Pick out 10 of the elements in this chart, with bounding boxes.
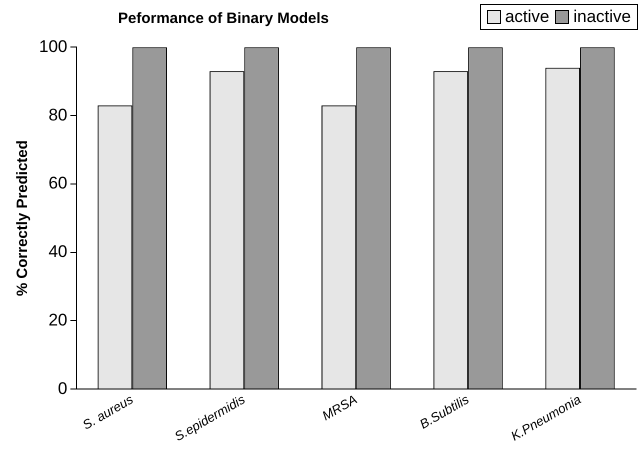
y-tick-label: 40 (48, 242, 68, 262)
chart-title: Peformance of Binary Models (118, 10, 329, 27)
legend-label: inactive (573, 7, 631, 27)
y-tick-label: 100 (38, 36, 68, 56)
y-tick-label: 20 (48, 310, 68, 330)
y-tick-label: 0 (58, 378, 68, 398)
y-tick-label: 60 (48, 174, 68, 193)
legend-label: active (504, 7, 550, 27)
y-axis-title: % Correctly Predicted (14, 140, 32, 296)
y-tick-label: 80 (48, 105, 68, 124)
